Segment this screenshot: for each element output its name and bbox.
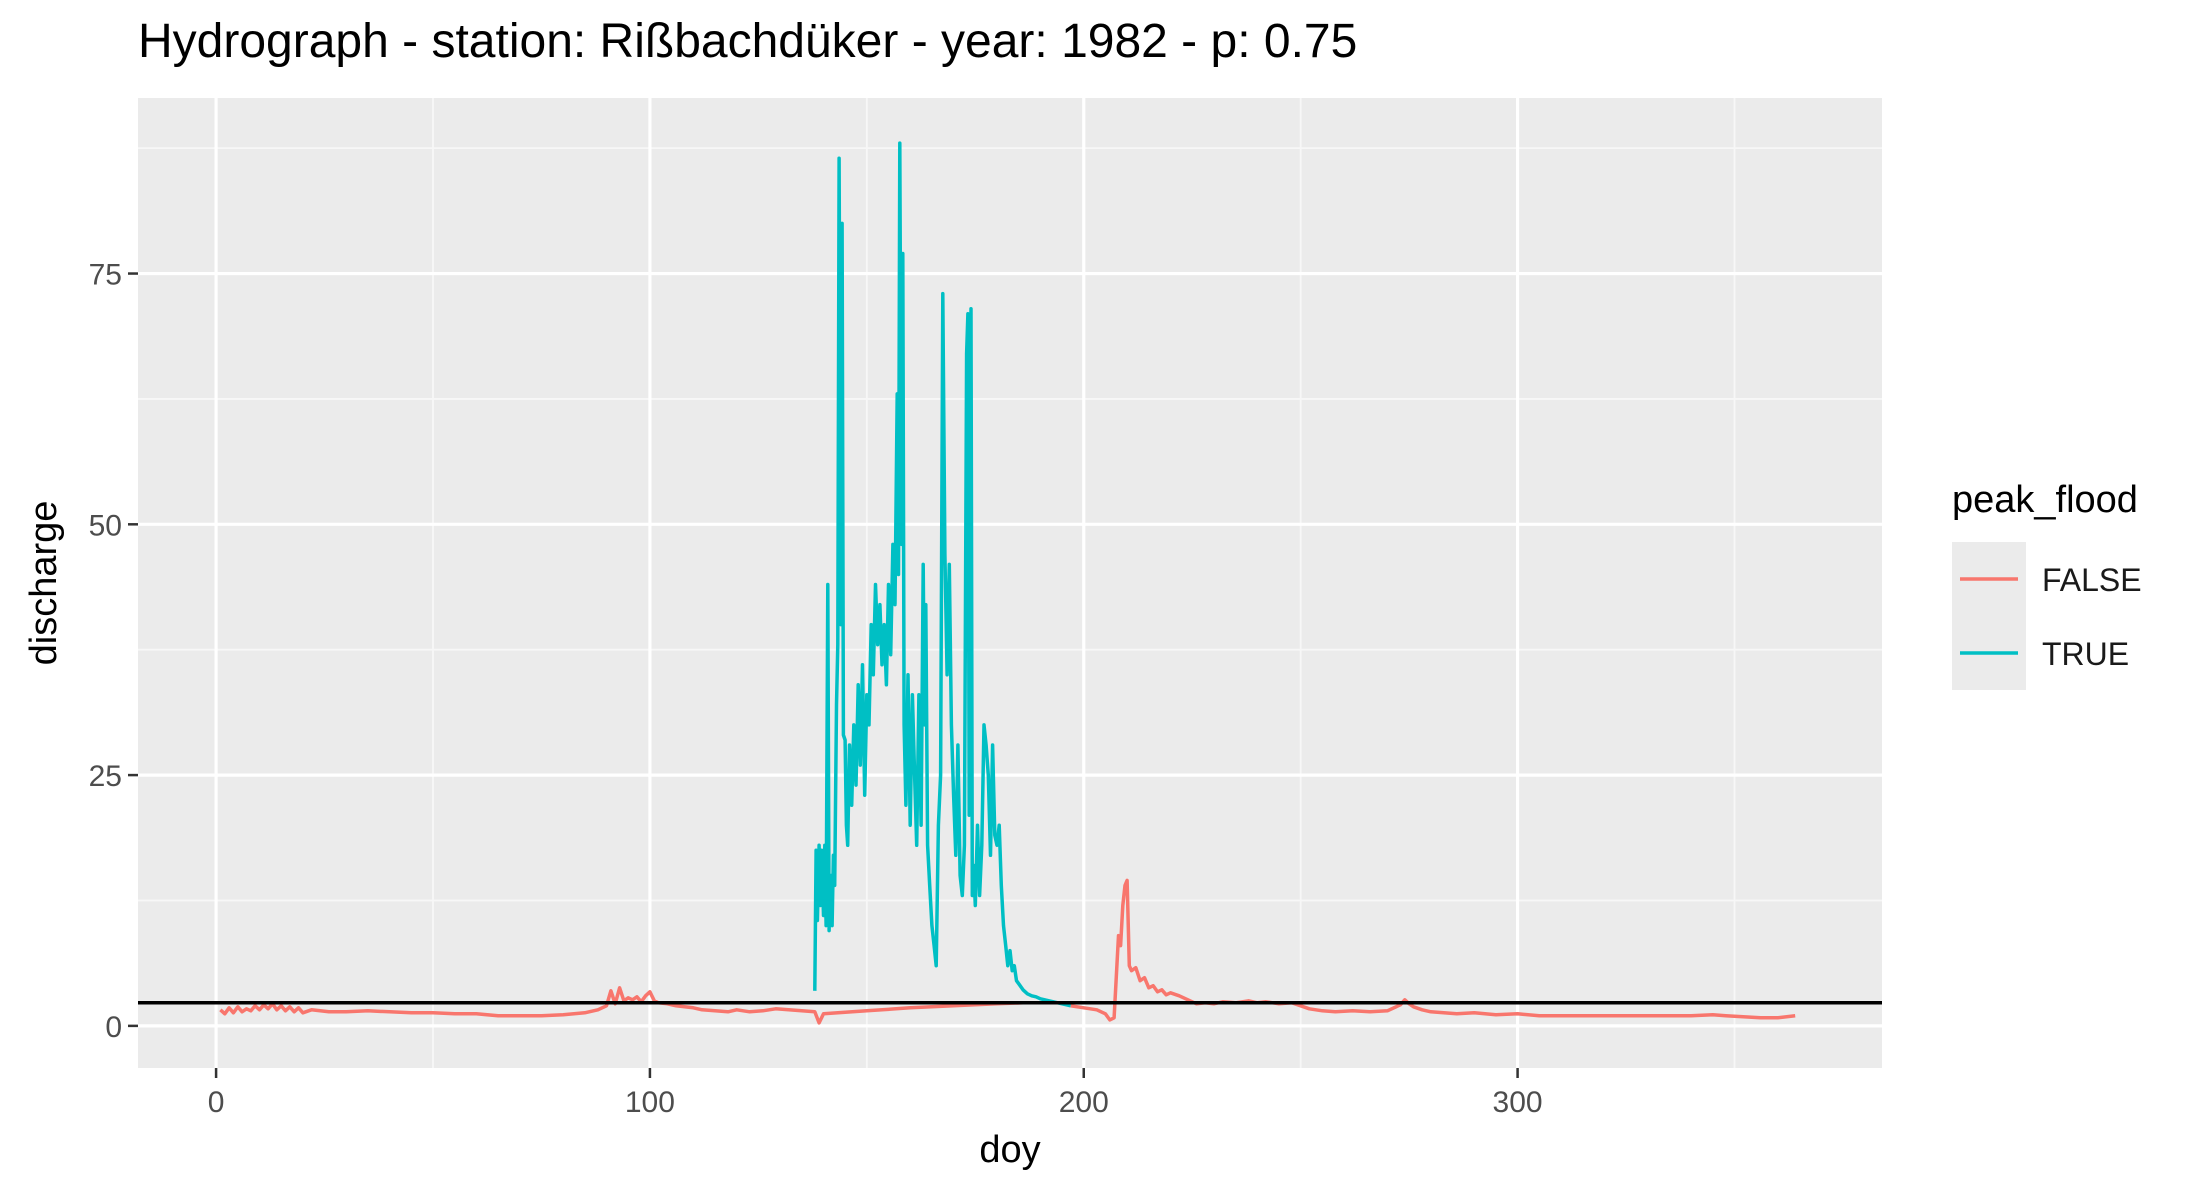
x-tick-label: 300 <box>1493 1086 1543 1119</box>
chart-title: Hydrograph - station: Rißbachdüker - yea… <box>138 15 1358 68</box>
plot-panel <box>138 98 1882 1068</box>
y-tick-label: 25 <box>89 760 122 793</box>
y-tick-label: 50 <box>89 509 122 542</box>
y-axis: 0 25 50 75 <box>89 259 138 1044</box>
major-gridlines <box>138 98 1882 1068</box>
legend-label-false: FALSE <box>2042 562 2142 598</box>
x-tick-label: 0 <box>208 1086 225 1119</box>
series-line-false-0 <box>219 986 1024 1025</box>
x-tick-label: 100 <box>625 1086 675 1119</box>
series-line-true-0 <box>813 141 1072 1008</box>
x-axis-label: doy <box>979 1129 1040 1171</box>
minor-gridlines <box>138 98 1882 1068</box>
legend-title: peak_flood <box>1952 479 2138 521</box>
legend: peak_flood FALSE TRUE <box>1952 479 2142 690</box>
x-tick-label: 200 <box>1059 1086 1109 1119</box>
legend-label-true: TRUE <box>2042 636 2129 672</box>
y-tick-label: 75 <box>89 259 122 292</box>
y-tick-label: 0 <box>105 1011 122 1044</box>
legend-key-background <box>1952 542 2026 690</box>
x-axis: 0 100 200 300 <box>208 1068 1543 1119</box>
y-axis-label: discharge <box>23 501 65 666</box>
